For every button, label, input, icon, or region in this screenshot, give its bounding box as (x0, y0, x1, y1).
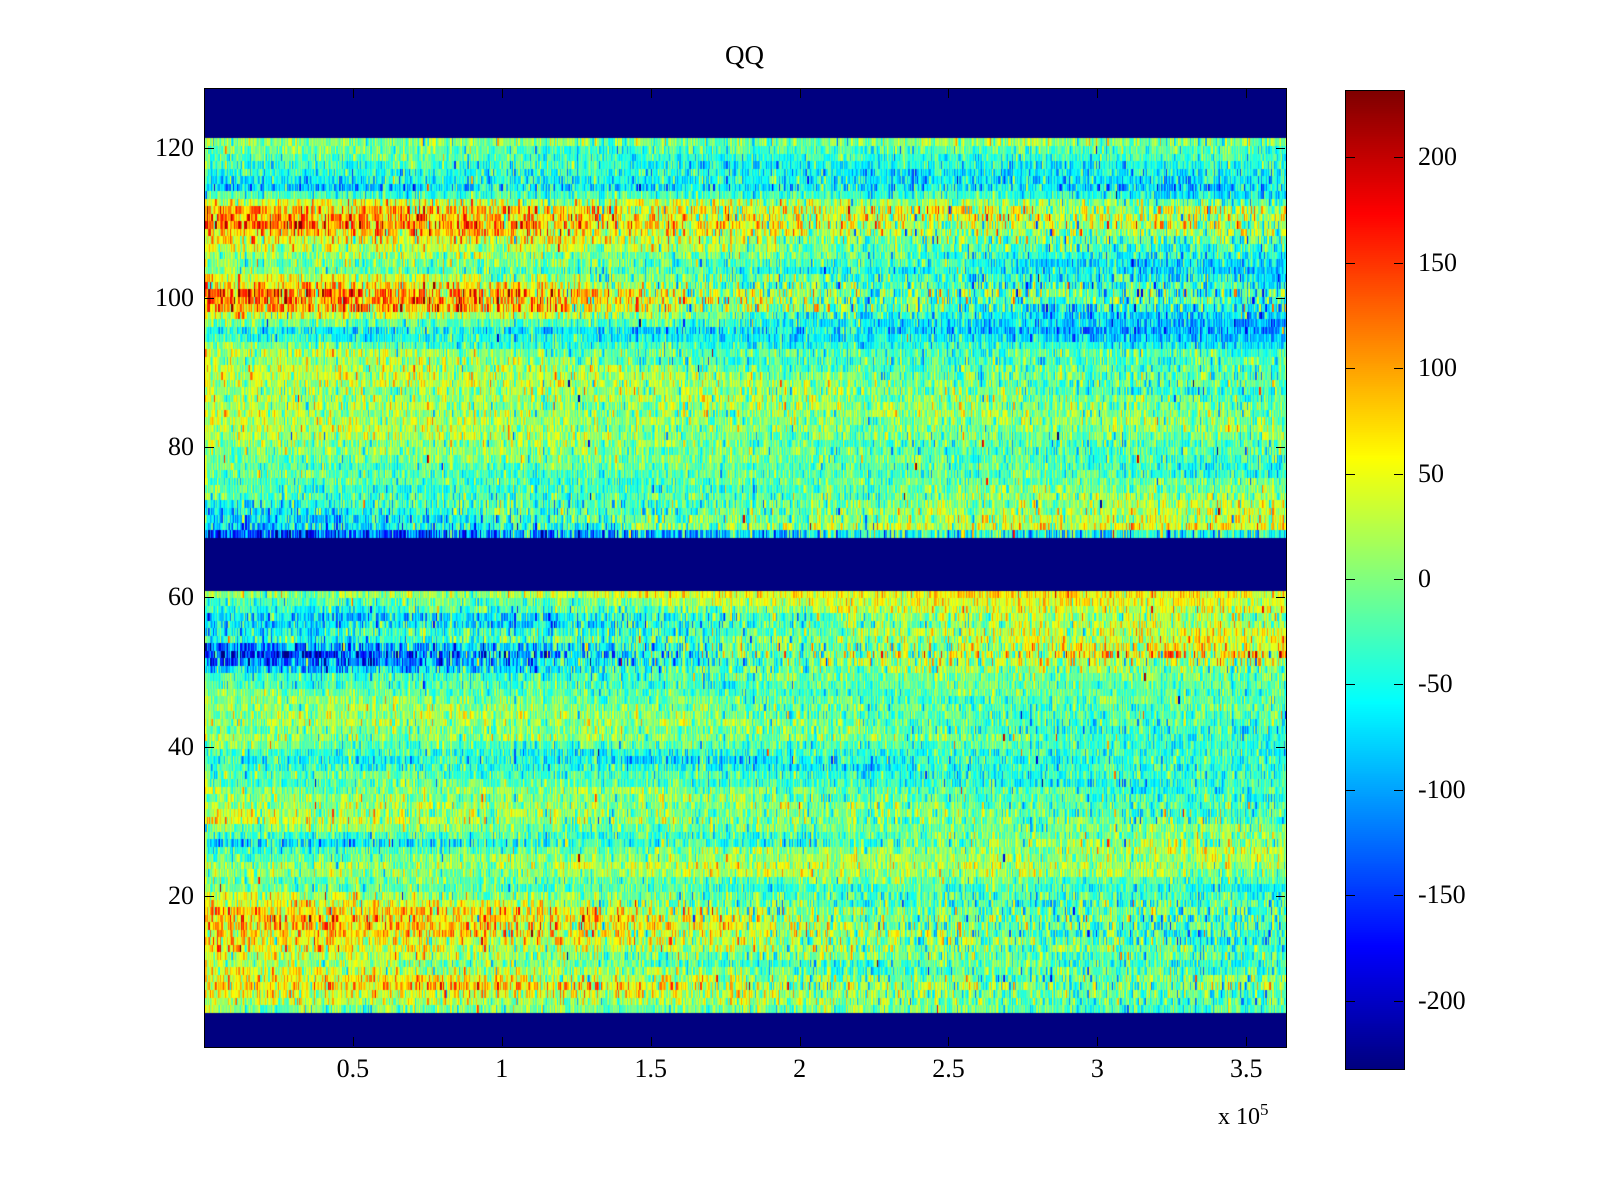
x-axis-tick-label: 3.5 (1230, 1054, 1263, 1083)
x-axis-tick-label: 1 (495, 1054, 509, 1083)
colorbar-tick (1346, 157, 1355, 159)
y-axis-tick (1276, 447, 1285, 449)
colorbar-tick (1346, 579, 1355, 580)
colorbar-tick-label: -150 (1418, 880, 1466, 910)
colorbar-gradient (1346, 91, 1404, 1069)
colorbar-tick (1394, 157, 1403, 159)
x-axis-tick (1097, 89, 1099, 98)
y-axis-tick (205, 147, 214, 149)
page-title: QQ (725, 40, 764, 70)
colorbar[interactable] (1345, 90, 1405, 1070)
y-axis-tick (205, 896, 214, 898)
colorbar-tick (1394, 368, 1403, 370)
x-axis-tick (650, 1037, 652, 1046)
x-axis-tick (799, 1037, 801, 1046)
x-axis-tick-label: 0.5 (336, 1054, 370, 1083)
colorbar-tick (1394, 473, 1403, 475)
heatmap-axes[interactable] (204, 88, 1287, 1048)
y-axis-tick-label: 80 (168, 432, 194, 462)
x-axis-tick (650, 89, 652, 98)
colorbar-tick (1346, 1000, 1355, 1002)
y-axis-tick (1276, 746, 1285, 748)
x-axis-tick (1246, 1037, 1248, 1046)
colorbar-tick (1394, 262, 1403, 264)
x-axis-tick-label: 2.5 (932, 1054, 965, 1083)
colorbar-tick-label: -50 (1418, 669, 1453, 699)
colorbar-tick-label: -200 (1418, 985, 1466, 1015)
colorbar-tick (1346, 789, 1355, 791)
x-axis-tick (1246, 89, 1248, 98)
y-axis-tick-label: 60 (168, 581, 194, 611)
y-axis-tick (1276, 896, 1285, 898)
y-axis-tick (205, 746, 214, 748)
x-axis-tick (501, 89, 503, 98)
colorbar-tick-label: 0 (1418, 564, 1431, 593)
x-axis-tick (352, 89, 354, 98)
x-exponent-power: 5 (1260, 1100, 1269, 1119)
heatmap-image[interactable] (205, 89, 1286, 1047)
x-axis-tick (501, 1037, 503, 1046)
colorbar-tick (1346, 473, 1355, 475)
colorbar-tick (1394, 789, 1403, 791)
y-axis-tick (205, 297, 214, 299)
y-axis-tick-label: 120 (155, 132, 194, 162)
colorbar-tick (1346, 895, 1355, 897)
x-axis-exponent-label: x 105 (1218, 1100, 1269, 1131)
colorbar-tick (1394, 1000, 1403, 1002)
y-axis-tick (205, 447, 214, 449)
x-axis-tick (1097, 1037, 1099, 1046)
x-axis-tick-label: 2 (793, 1054, 807, 1083)
x-exponent-mantissa: x 10 (1218, 1104, 1260, 1130)
x-axis-tick (352, 1037, 354, 1046)
colorbar-tick-label: 200 (1418, 142, 1457, 172)
colorbar-tick (1346, 684, 1355, 686)
y-axis-tick-label: 40 (168, 731, 194, 761)
x-axis-tick (948, 89, 950, 98)
colorbar-tick-label: -100 (1418, 774, 1466, 804)
colorbar-tick (1394, 579, 1403, 580)
colorbar-tick (1394, 895, 1403, 897)
y-axis-tick-label: 20 (168, 881, 194, 911)
x-axis-tick (948, 1037, 950, 1046)
y-axis-tick (1276, 147, 1285, 149)
colorbar-tick (1346, 262, 1355, 264)
colorbar-tick-label: 150 (1418, 247, 1457, 277)
x-axis-tick-label: 1.5 (634, 1054, 667, 1083)
colorbar-tick-label: 100 (1418, 353, 1457, 383)
colorbar-tick (1394, 684, 1403, 686)
y-axis-tick-label: 100 (155, 282, 194, 312)
colorbar-tick (1346, 368, 1355, 370)
y-axis-tick (1276, 297, 1285, 299)
y-axis-tick (205, 596, 214, 598)
y-axis-tick (1276, 596, 1285, 598)
colorbar-tick-label: 50 (1418, 458, 1444, 488)
x-axis-tick (799, 89, 801, 98)
x-axis-tick-label: 3 (1090, 1054, 1104, 1083)
